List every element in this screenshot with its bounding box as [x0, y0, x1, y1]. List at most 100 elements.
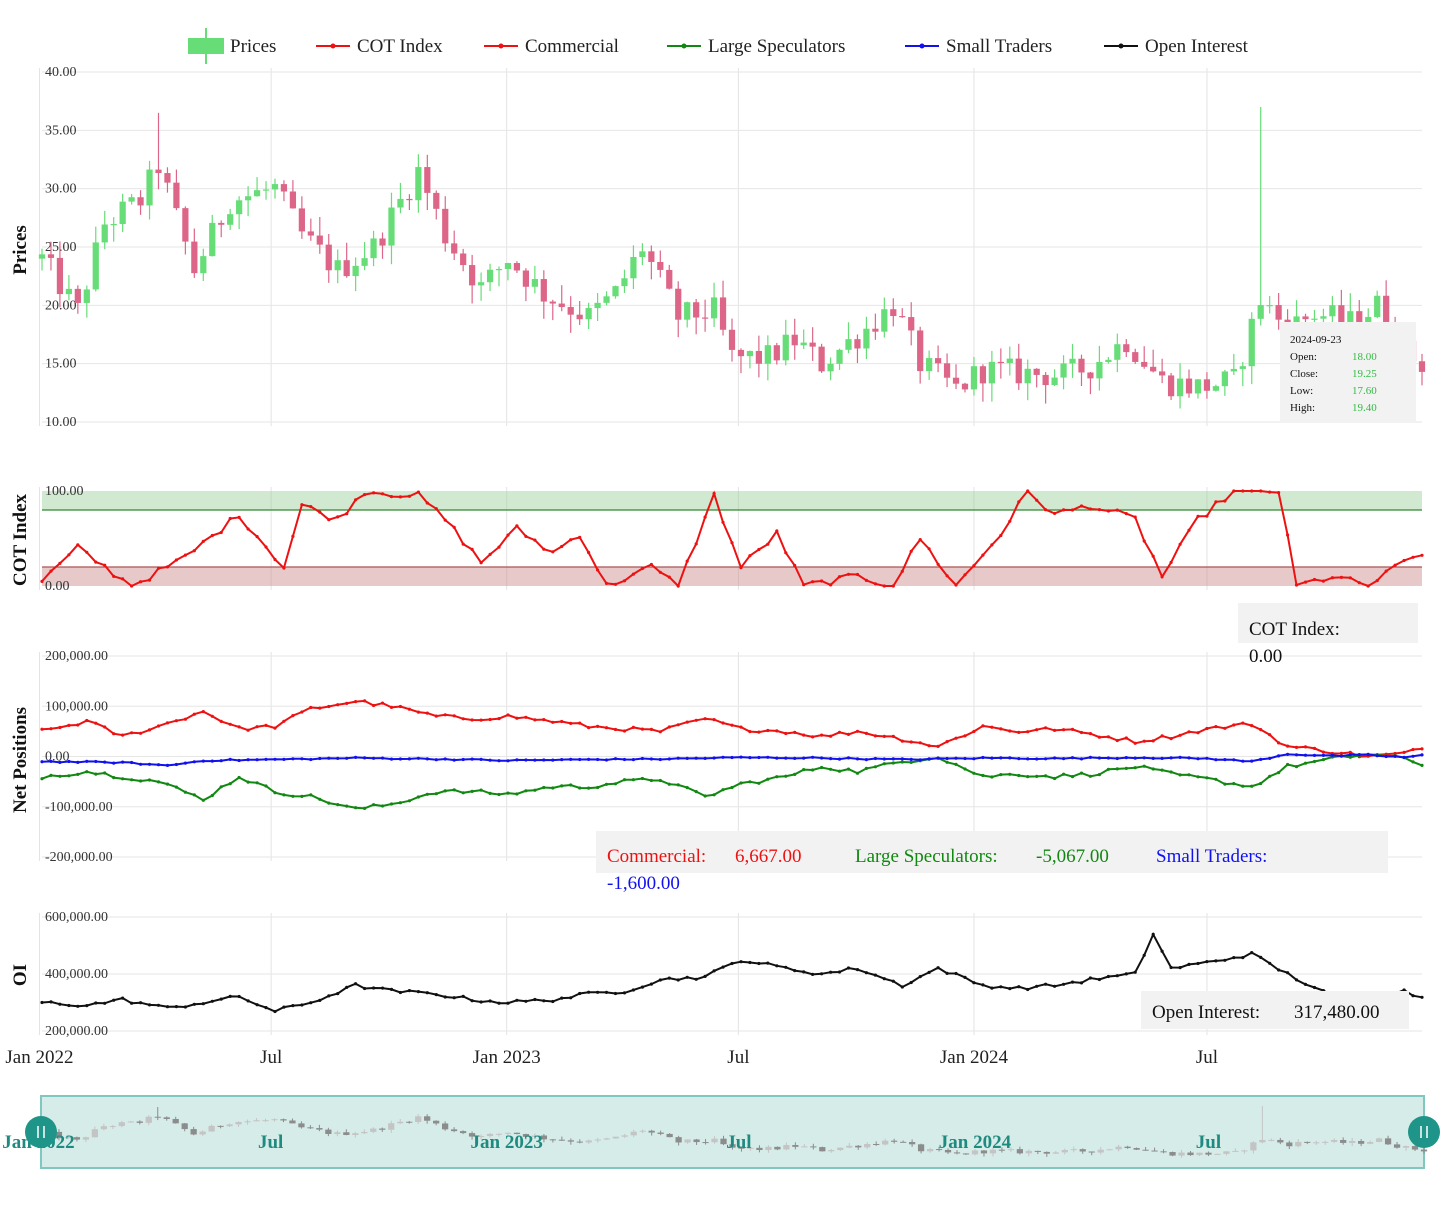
- large-speculators-point: [398, 801, 402, 805]
- small-traders-point: [604, 758, 609, 762]
- navigator-candle-body: [127, 1121, 134, 1123]
- open-interest-point: [130, 1001, 134, 1005]
- y-tick-label: 200,000.00: [45, 649, 108, 664]
- y-tick-label: 30.00: [45, 182, 77, 197]
- navigator-candle-body: [1025, 1150, 1032, 1154]
- cot-index-point: [1286, 533, 1290, 537]
- price-candle: [370, 230, 377, 267]
- small-traders-point: [372, 756, 376, 760]
- price-candle: [146, 160, 153, 220]
- navigator-candle: [352, 1131, 359, 1138]
- navigator-candle: [522, 1133, 530, 1140]
- cot-index-point: [1223, 499, 1227, 503]
- commercial-point: [497, 717, 501, 721]
- open-interest-point: [578, 991, 582, 996]
- legend-item-prices[interactable]: Prices: [188, 28, 276, 64]
- commercial-point: [604, 726, 609, 730]
- cot-index-point: [569, 538, 573, 542]
- price-candle: [854, 334, 861, 364]
- small-traders-point: [864, 758, 869, 762]
- navigator-candle-body: [648, 1130, 655, 1133]
- small-traders-point: [730, 755, 734, 760]
- cot-index-point: [784, 551, 788, 555]
- cot-index-point: [846, 572, 851, 576]
- navigator-candle: [1241, 1149, 1248, 1154]
- legend-item-small-traders[interactable]: Small Traders: [905, 36, 1052, 57]
- candle-body: [513, 263, 521, 271]
- candle-body: [209, 222, 216, 257]
- navigator-left-handle[interactable]: [25, 1116, 57, 1148]
- large-speculators-point: [121, 777, 125, 781]
- navigator-candle-body: [1402, 1146, 1410, 1148]
- commercial-point: [85, 718, 89, 723]
- legend-item-cot-index[interactable]: COT Index: [316, 36, 443, 57]
- tooltip-open-value: 18.00: [1352, 351, 1377, 363]
- navigator-candle-body: [891, 1140, 898, 1142]
- navigator-candle-body: [1295, 1141, 1302, 1147]
- small-traders-point: [174, 762, 178, 767]
- small-traders-point: [67, 759, 71, 764]
- open-interest-point: [1277, 968, 1281, 972]
- open-interest-point: [121, 996, 125, 1000]
- price-candle: [1212, 384, 1220, 392]
- cot-index-point: [596, 568, 600, 572]
- large-speculators-point: [1259, 781, 1263, 786]
- navigator-candle-body: [172, 1118, 179, 1124]
- navigator-candle: [621, 1133, 628, 1138]
- cot-index-point: [560, 544, 564, 549]
- navigator-candle: [1304, 1141, 1311, 1145]
- y-tick-label: 100.00: [45, 484, 84, 499]
- cot-index-point: [837, 575, 842, 579]
- candle-body: [460, 253, 467, 266]
- candle-body: [872, 328, 879, 332]
- commercial-point: [103, 725, 107, 729]
- small-traders-point: [139, 762, 143, 766]
- legend-item-commercial[interactable]: Commercial: [484, 36, 619, 57]
- commercial-point: [1348, 750, 1352, 755]
- range-navigator[interactable]: Jan 2022 Jul Jan 2023 Jul Jan 2024 Jul: [2, 1095, 1440, 1169]
- small-traders-point: [918, 758, 922, 762]
- navigator-candle-body: [235, 1121, 242, 1125]
- handle-knob[interactable]: [1408, 1116, 1440, 1148]
- navigator-candle: [253, 1118, 260, 1122]
- open-interest-point: [1160, 949, 1164, 953]
- open-interest-point: [1017, 985, 1021, 989]
- navigator-candle: [666, 1133, 673, 1138]
- navigator-candle: [801, 1144, 808, 1148]
- navigator-candle: [433, 1120, 440, 1126]
- open-interest-point: [882, 977, 886, 981]
- open-interest-point: [1420, 995, 1424, 999]
- large-speculators-point: [130, 778, 134, 782]
- small-traders-point: [1259, 757, 1263, 762]
- open-interest-point: [1241, 956, 1245, 960]
- navigator-candle-body: [1016, 1149, 1023, 1154]
- open-interest-point: [981, 983, 985, 987]
- candle-body: [146, 169, 153, 206]
- price-candle: [1167, 372, 1175, 400]
- open-interest-point: [201, 1002, 205, 1006]
- handle-knob[interactable]: [25, 1116, 57, 1148]
- price-candle: [74, 285, 81, 314]
- net-positions-panel: 200,000.00 100,000.00 0.00 -100,000.00 -200,…: [40, 649, 1424, 865]
- price-candle: [576, 301, 583, 325]
- small-traders-point: [891, 757, 895, 761]
- candle-body: [827, 363, 834, 372]
- navigator-candle-body: [1124, 1146, 1131, 1149]
- price-candle: [1221, 369, 1228, 396]
- navigator-selection[interactable]: [40, 1095, 1425, 1169]
- commercial-point: [981, 724, 985, 728]
- small-traders-point: [506, 759, 510, 763]
- large-speculators-point: [327, 801, 331, 805]
- large-speculators-point: [667, 782, 671, 786]
- candle-body: [1221, 371, 1228, 387]
- cot-index-point: [703, 515, 707, 519]
- cot-index-point: [748, 554, 752, 558]
- large-speculators-point: [201, 798, 205, 802]
- candle-body: [585, 308, 592, 320]
- navigator-candle-body: [73, 1137, 81, 1140]
- navigator-right-handle[interactable]: [1408, 1116, 1440, 1148]
- legend-item-open-interest[interactable]: Open Interest: [1104, 36, 1249, 57]
- legend-item-large-speculators[interactable]: Large Speculators: [667, 36, 845, 57]
- small-traders-point: [900, 757, 904, 761]
- open-interest-point: [452, 996, 456, 1000]
